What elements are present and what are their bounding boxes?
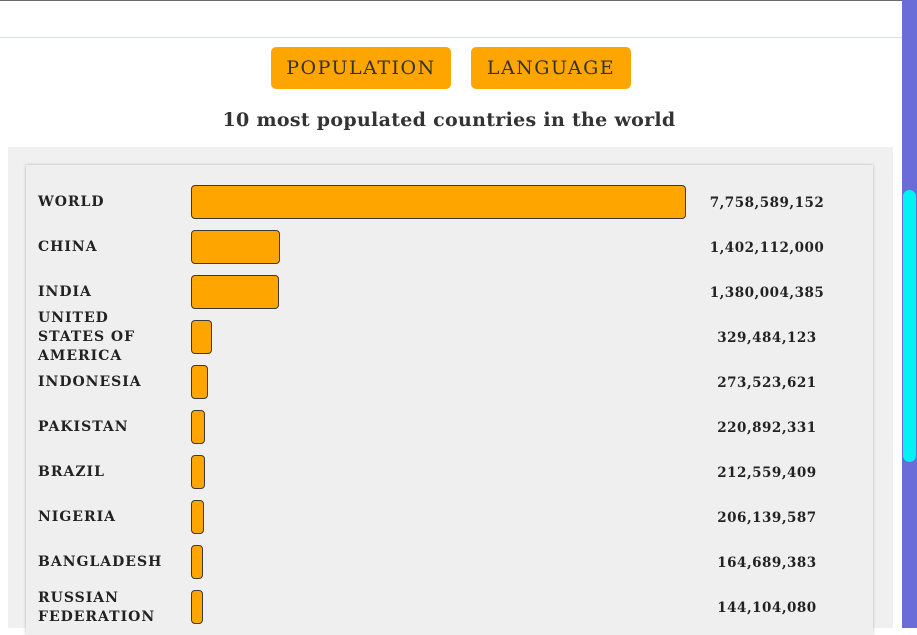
chart-row: RUSSIAN FEDERATION 144,104,080 [26, 585, 873, 630]
population-bar [191, 275, 280, 309]
country-label: BANGLADESH [38, 554, 163, 570]
category-buttons: POPULATION LANGUAGE [0, 47, 902, 89]
population-bar [191, 320, 213, 354]
country-label: BRAZIL [38, 464, 105, 480]
population-bar [191, 455, 205, 489]
country-label: NIGERIA [38, 509, 117, 525]
chart-row: BANGLADESH 164,689,383 [26, 540, 873, 585]
language-button[interactable]: LANGUAGE [471, 47, 631, 89]
graph-wrapper: WORLD 7,758,589,152 CHINA 1,402,112,000 INDI… [8, 147, 893, 635]
country-label: CHINA [38, 239, 98, 255]
bar-chart: WORLD 7,758,589,152 CHINA 1,402,112,000 INDI… [26, 165, 873, 635]
population-bar [191, 365, 209, 399]
population-button[interactable]: POPULATION [271, 47, 451, 89]
population-bar [191, 230, 281, 264]
population-bar [191, 500, 205, 534]
population-value: 220,892,331 [717, 419, 817, 436]
population-bar [191, 185, 686, 219]
country-label: INDONESIA [38, 374, 142, 390]
chart-row: WORLD 7,758,589,152 [26, 180, 873, 225]
top-header-band [0, 0, 917, 38]
population-value: 7,758,589,152 [709, 194, 825, 211]
population-value: 206,139,587 [717, 509, 817, 526]
population-value: 1,380,004,385 [709, 284, 825, 301]
chart-row: BRAZIL 212,559,409 [26, 450, 873, 495]
country-label: PAKISTAN [38, 419, 129, 435]
chart-row: CHINA 1,402,112,000 [26, 225, 873, 270]
scrollbar-thumb[interactable] [903, 190, 916, 462]
population-value: 1,402,112,000 [709, 239, 825, 256]
population-value: 144,104,080 [717, 599, 817, 616]
population-bar [191, 590, 203, 624]
country-label: WORLD [38, 194, 105, 210]
population-value: 164,689,383 [717, 554, 817, 571]
country-label: INDIA [38, 284, 92, 300]
chart-row: PAKISTAN 220,892,331 [26, 405, 873, 450]
population-value: 273,523,621 [717, 374, 817, 391]
chart-row: INDONESIA 273,523,621 [26, 360, 873, 405]
chart-row: INDIA 1,380,004,385 [26, 270, 873, 315]
population-value: 329,484,123 [717, 329, 817, 346]
population-bar [191, 410, 206, 444]
population-value: 212,559,409 [717, 464, 817, 481]
country-label: RUSSIAN FEDERATION [38, 589, 156, 625]
chart-row: UNITED STATES OF AMERICA 329,484,123 [26, 310, 873, 364]
country-label: UNITED STATES OF AMERICA [38, 310, 136, 364]
population-bar [191, 545, 203, 579]
chart-row: NIGERIA 206,139,587 [26, 495, 873, 540]
chart-subtitle: 10 most populated countries in the world [222, 109, 676, 131]
